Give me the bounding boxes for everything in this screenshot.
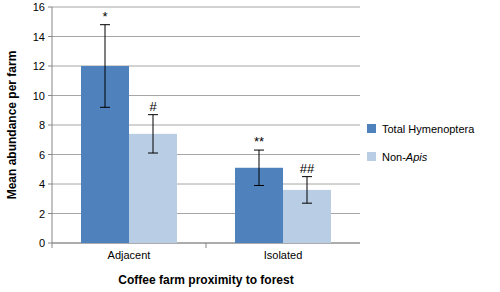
error-bar bbox=[302, 177, 312, 204]
chart: 0 2 4 6 8 10 12 14 16 Adjacent * # Isolated ** ## Total… bbox=[0, 0, 500, 292]
y-tick bbox=[48, 243, 52, 244]
error-stem bbox=[153, 115, 154, 153]
error-cap bbox=[302, 176, 312, 177]
error-bar bbox=[148, 115, 158, 153]
grid-line bbox=[52, 7, 360, 8]
annotation: * bbox=[102, 9, 107, 24]
y-tick bbox=[48, 125, 52, 126]
legend-label: Total Hymenoptera bbox=[382, 123, 475, 135]
x-tick-label: Isolated bbox=[264, 249, 303, 261]
error-stem bbox=[259, 150, 260, 185]
y-tick bbox=[48, 184, 52, 185]
error-cap bbox=[302, 203, 312, 204]
y-tick-label: 2 bbox=[39, 208, 45, 220]
y-tick-label: 4 bbox=[39, 178, 45, 190]
y-tick-label: 0 bbox=[39, 237, 45, 249]
labels: Adjacent * # Isolated ** ## bbox=[102, 9, 315, 261]
x-tick bbox=[206, 243, 207, 248]
error-cap bbox=[254, 150, 264, 151]
x-axis-title: Coffee farm proximity to forest bbox=[118, 273, 293, 287]
y-tick-label: 6 bbox=[39, 149, 45, 161]
y-tick-label: 14 bbox=[33, 31, 45, 43]
legend-swatch bbox=[367, 124, 376, 133]
error-cap bbox=[100, 24, 110, 25]
plot-marks bbox=[81, 25, 331, 243]
error-cap bbox=[100, 107, 110, 108]
x-tick-label: Adjacent bbox=[108, 249, 151, 261]
y-tick-label: 16 bbox=[33, 1, 45, 13]
y-tick bbox=[48, 95, 52, 96]
x-tick bbox=[52, 243, 53, 248]
error-bar bbox=[100, 25, 110, 108]
y-axis bbox=[52, 7, 53, 243]
y-axis-title: Mean abundance per farm bbox=[5, 51, 19, 200]
y-tick bbox=[48, 154, 52, 155]
y-tick bbox=[48, 7, 52, 8]
y-tick-label: 10 bbox=[33, 90, 45, 102]
y-tick bbox=[48, 213, 52, 214]
y-tick bbox=[48, 36, 52, 37]
error-bar bbox=[254, 150, 264, 185]
grid-line bbox=[52, 36, 360, 37]
annotation: ## bbox=[300, 161, 315, 176]
y-tick bbox=[48, 66, 52, 67]
annotation: # bbox=[149, 99, 157, 114]
error-stem bbox=[307, 177, 308, 204]
error-stem bbox=[105, 25, 106, 108]
error-cap bbox=[254, 185, 264, 186]
annotation: ** bbox=[254, 134, 264, 149]
error-cap bbox=[148, 114, 158, 115]
y-tick-label: 12 bbox=[33, 60, 45, 72]
legend-label: Non-Apis bbox=[382, 151, 428, 163]
y-tick-label: 8 bbox=[39, 119, 45, 131]
legend-swatch bbox=[367, 152, 376, 161]
error-cap bbox=[148, 153, 158, 154]
